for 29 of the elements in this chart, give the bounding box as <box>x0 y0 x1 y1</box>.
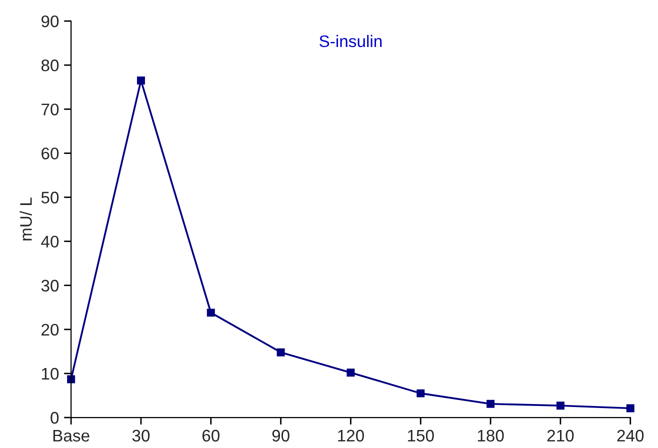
y-tick-label: 0 <box>50 412 59 424</box>
point <box>626 404 634 412</box>
x-tick-label: Base <box>53 430 90 442</box>
y-tick-label: 50 <box>41 192 59 204</box>
x-tick-label: 150 <box>408 430 434 442</box>
y-tick-label: 80 <box>41 60 59 72</box>
point <box>276 348 285 356</box>
x-tick-label: 30 <box>132 430 150 442</box>
y-tick-label: 30 <box>41 280 59 292</box>
x-tick-label: 120 <box>338 430 364 442</box>
point <box>136 76 145 85</box>
x-tick-label: 210 <box>547 430 574 442</box>
y-tick-label: 70 <box>42 104 59 116</box>
y-axis-title: mU/ L <box>20 198 32 240</box>
y-tick-label: 20 <box>42 324 59 336</box>
point <box>486 400 495 408</box>
point <box>346 368 355 377</box>
point <box>206 308 215 317</box>
x-tick-label: 240 <box>617 430 644 442</box>
x-tick-label: 180 <box>478 430 504 442</box>
y-tick-label: 60 <box>42 148 59 160</box>
y-tick-label: 10 <box>42 368 59 380</box>
y-tick-label: 90 <box>42 15 59 28</box>
point <box>556 402 564 410</box>
y-tick-label: 40 <box>41 236 59 248</box>
text: S-insulin <box>320 34 382 48</box>
x-tick-label: 60 <box>202 430 220 442</box>
point <box>416 389 425 398</box>
x-tick-label: 90 <box>272 430 290 442</box>
